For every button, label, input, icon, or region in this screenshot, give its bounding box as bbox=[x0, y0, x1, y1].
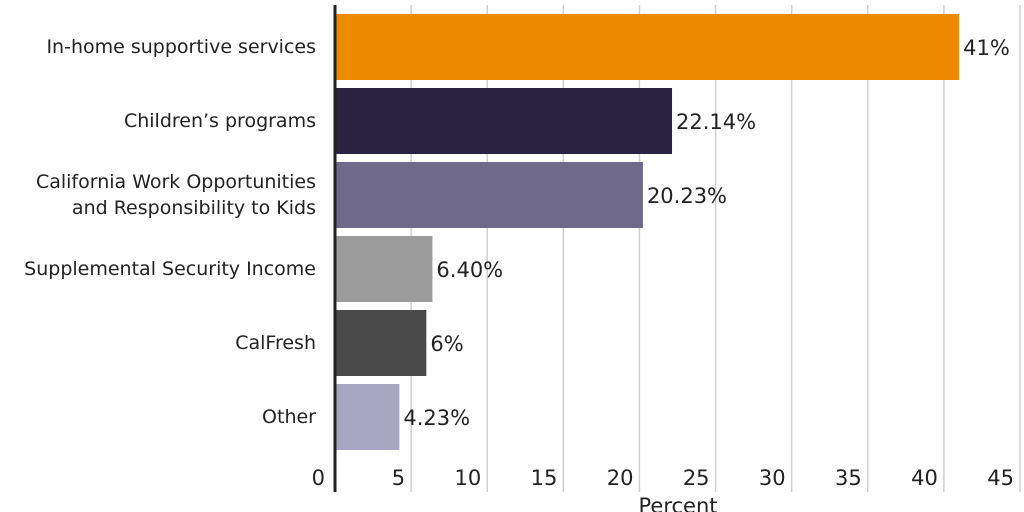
y-tick-label: California Work Opportunities and Respon… bbox=[35, 171, 316, 219]
y-tick-label: In-home supportive services bbox=[46, 36, 316, 58]
x-tick-label: 25 bbox=[683, 466, 710, 490]
y-tick-label: Supplemental Security Income bbox=[24, 258, 316, 280]
value-label: 6% bbox=[430, 332, 463, 356]
bar bbox=[335, 384, 400, 450]
x-tick-label: 35 bbox=[835, 466, 862, 490]
x-tick-label: 0 bbox=[312, 466, 325, 490]
value-label: 4.23% bbox=[403, 406, 470, 430]
bar bbox=[335, 310, 427, 376]
value-label: 22.14% bbox=[676, 110, 756, 134]
y-tick-label: CalFresh bbox=[235, 332, 316, 354]
x-axis-title: Percent bbox=[638, 494, 717, 512]
value-label: 20.23% bbox=[647, 184, 727, 208]
value-label: 41% bbox=[963, 36, 1010, 60]
x-tick-label: 30 bbox=[759, 466, 786, 490]
x-tick-label: 45 bbox=[987, 466, 1014, 490]
value-label: 6.40% bbox=[436, 258, 503, 282]
x-tick-label: 20 bbox=[607, 466, 634, 490]
bar bbox=[335, 14, 960, 80]
bar bbox=[335, 162, 643, 228]
y-tick-label: Children’s programs bbox=[123, 110, 316, 132]
bar bbox=[335, 88, 673, 154]
x-tick-label: 10 bbox=[454, 466, 481, 490]
bar bbox=[335, 236, 433, 302]
x-tick-label: 15 bbox=[531, 466, 558, 490]
y-tick-label: Other bbox=[262, 406, 316, 428]
x-tick-label: 5 bbox=[392, 466, 405, 490]
x-tick-label: 40 bbox=[911, 466, 938, 490]
